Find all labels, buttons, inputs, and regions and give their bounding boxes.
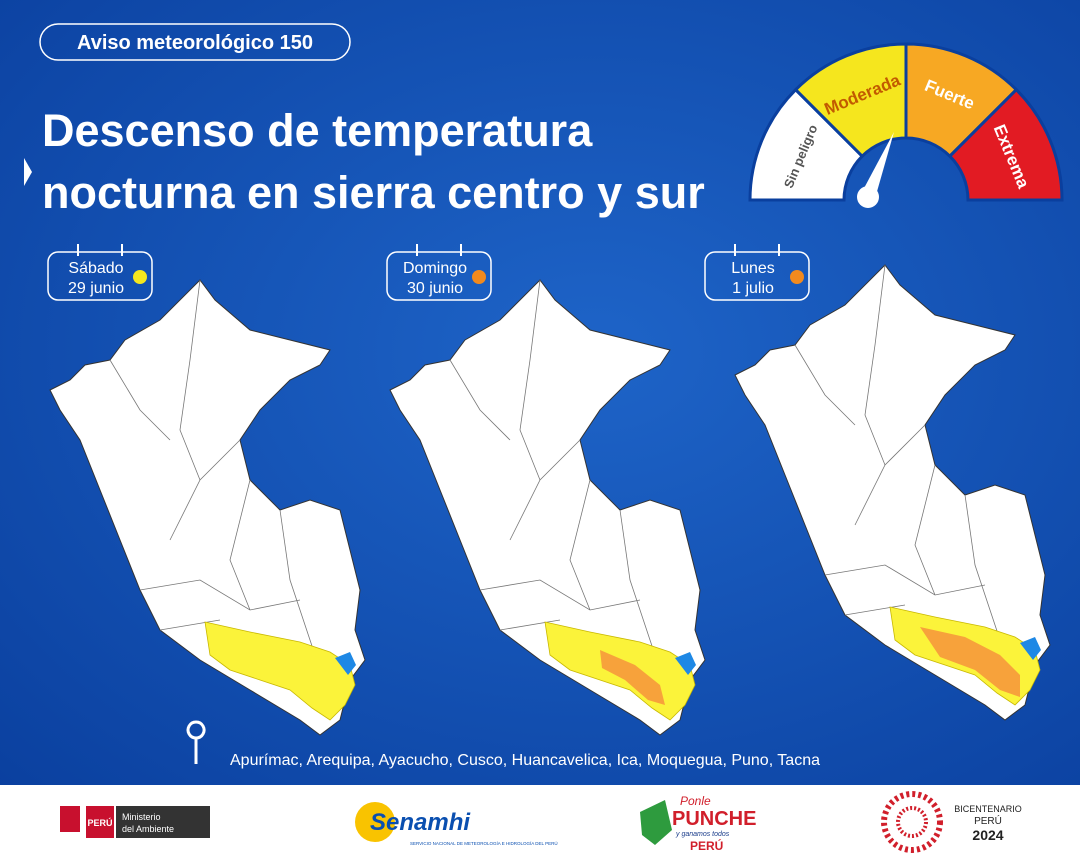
day-date: 29 junio xyxy=(68,280,124,297)
bicentenario-logo xyxy=(881,791,943,853)
punche-map xyxy=(640,800,672,845)
punche-sub: y ganamos todos xyxy=(675,831,730,838)
day-badge xyxy=(386,251,492,301)
bicentenario-year: 2024 xyxy=(972,827,1003,843)
map xyxy=(389,279,706,736)
badge: Aviso meteorológico 150 xyxy=(77,32,313,54)
title-line: Descenso de temperatura xyxy=(42,105,593,156)
day-badges: Sábado 29 junio Domingo 30 junio Lunes 1 juli… xyxy=(47,244,810,301)
peru-box xyxy=(86,806,114,838)
peru-shield xyxy=(60,806,80,832)
map xyxy=(734,264,1051,721)
day-date: 30 junio xyxy=(407,280,463,297)
arrow xyxy=(24,158,32,186)
punche-peru: PERÚ xyxy=(690,838,723,853)
senamhi-sub: SERVICIO NACIONAL DE METEOROLOGÍA E HIDR… xyxy=(410,840,558,846)
ministry-box xyxy=(116,806,210,838)
day-badge xyxy=(47,251,153,301)
badge-frame xyxy=(39,23,351,61)
punche-top: Ponle xyxy=(680,794,711,808)
alert-dot xyxy=(133,270,147,284)
bicentenario-country: PERÚ xyxy=(974,814,1002,827)
day-date: 1 julio xyxy=(732,280,774,297)
regions: Apurímac, Arequipa, Ayacucho, Cusco, Hua… xyxy=(230,752,820,769)
day-name: Domingo xyxy=(403,260,467,277)
gauge-needle xyxy=(862,132,894,202)
day-name: Sábado xyxy=(68,260,123,277)
title-line: nocturna en sierra centro y sur xyxy=(42,167,705,218)
alert-dot xyxy=(790,270,804,284)
gauge-segment xyxy=(947,87,1064,202)
ministry: Ministerio xyxy=(122,812,161,822)
day-badge xyxy=(704,251,810,301)
ministry: del Ambiente xyxy=(122,824,174,834)
peru-label: PERÚ xyxy=(87,817,112,828)
bicentenario: BICENTENARIO xyxy=(954,804,1022,814)
location-icon xyxy=(186,720,206,764)
senamhi-sun xyxy=(355,802,395,842)
day-name: Lunes xyxy=(731,260,775,277)
bicentenario-logo xyxy=(896,806,928,838)
gauge-hub xyxy=(857,186,879,208)
alert-dot xyxy=(472,270,486,284)
punche: PUNCHE xyxy=(672,808,756,830)
senamhi: Senamhi xyxy=(370,809,471,836)
